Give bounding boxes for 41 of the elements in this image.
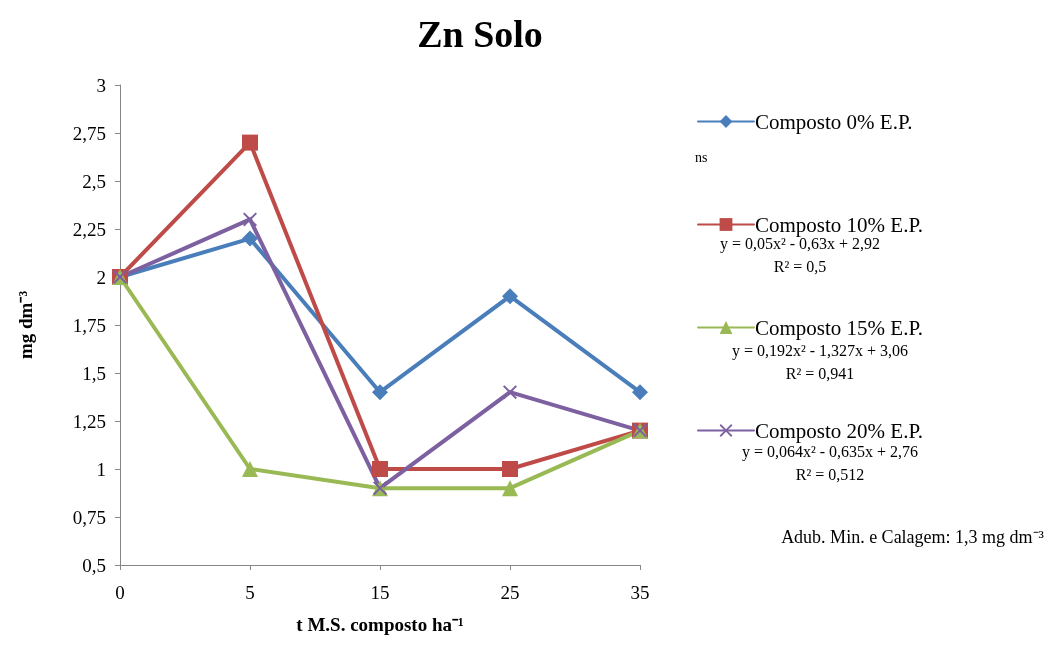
point [242,461,258,477]
point [372,461,388,477]
point [502,480,518,497]
y-tick-label: 2,5 [82,170,106,192]
legend-label: Composto 0% E.P. [755,109,913,134]
text: ns [695,149,708,165]
point [502,461,518,477]
x-tick-label: 25 [500,582,520,603]
legend-label: Composto 20% E.P. [755,418,924,443]
y-tick-label: 1,5 [82,362,106,384]
y-tick-label: 1,25 [72,410,106,432]
y-tick-label: 3 [96,74,106,96]
point [242,230,258,247]
x-axis-title: t M.S. composto ha⁻¹ [296,614,464,635]
point [503,385,517,400]
text: R² = 0,941 [785,364,855,382]
text: R² = 0,512 [795,465,865,483]
x-tick-label: 5 [245,582,255,603]
x-tick-label: 0 [115,582,125,603]
x-tick-label: 35 [630,582,650,603]
y-tick-label: 1 [96,458,106,480]
text: y = 0,064x² - 0,635x + 2,76 [741,442,919,461]
chart-title: Zn Solo [417,13,543,55]
text: R² = 0,5 [773,257,827,275]
y-axis-title: mg dm⁻³ [15,290,36,360]
x-tick-label: 15 [370,582,390,603]
point [242,134,258,151]
y-tick-label: 2,25 [72,218,106,240]
point [243,212,257,227]
legend-label: Composto 10% E.P. [755,212,924,237]
y-tick-label: 0,5 [82,554,106,576]
text: y = 0,192x² - 1,327x + 3,06 [731,341,909,360]
y-tick-label: 2,75 [72,122,106,144]
legend-label: Composto 15% E.P. [755,315,924,340]
y-tick-label: 0,75 [72,506,106,528]
y-tick-label: 2 [96,266,106,288]
point [502,288,518,305]
y-tick-label: 1,75 [72,314,106,336]
point [372,384,388,401]
text: Adub. Min. e Calagem: 1,3 mg dm⁻³ [781,527,1045,547]
point [632,384,648,401]
